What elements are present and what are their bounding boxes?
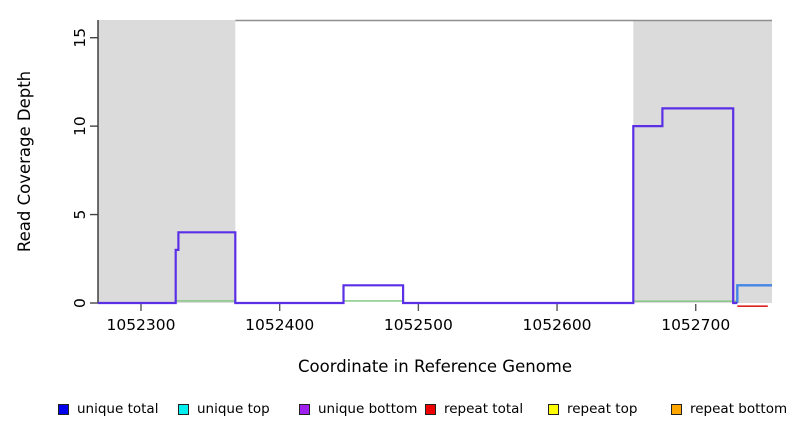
- x-tick-label: 1052600: [523, 316, 592, 334]
- legend-swatch-icon: [299, 403, 310, 415]
- legend-swatch-icon: [548, 403, 559, 415]
- legend-item-repeat-total: repeat total: [425, 399, 523, 419]
- legend-label: unique top: [197, 401, 270, 417]
- x-tick-label: 1052400: [245, 316, 314, 334]
- repeat-region-right: [633, 20, 772, 303]
- legend-swatch-icon: [58, 403, 69, 415]
- y-tick-label: 5: [71, 210, 89, 220]
- legend-item-repeat-top: repeat top: [548, 399, 637, 419]
- x-tick-label: 1052300: [106, 316, 175, 334]
- legend-label: unique bottom: [318, 401, 418, 417]
- y-tick-label: 10: [71, 116, 89, 136]
- legend-item-unique-top: unique top: [178, 399, 270, 419]
- legend: unique total unique top unique bottom repea…: [0, 399, 792, 423]
- repeat-region-left: [98, 20, 236, 303]
- legend-label: repeat total: [444, 401, 524, 417]
- x-tick-label: 1052700: [661, 316, 730, 334]
- legend-swatch-icon: [425, 403, 436, 415]
- x-tick-label: 1052500: [384, 316, 453, 334]
- series-unique-bottom: [98, 107, 738, 305]
- legend-label: unique total: [77, 401, 159, 417]
- x-axis-title: Coordinate in Reference Genome: [298, 357, 572, 376]
- legend-item-unique-bottom: unique bottom: [299, 399, 417, 419]
- legend-label: repeat bottom: [690, 401, 788, 417]
- plot-canvas: 0 5 10 15 1052300 1052400 1052500 1052600 105270…: [15, 19, 772, 376]
- y-axis-title: Read Coverage Depth: [15, 71, 34, 252]
- legend-label: repeat top: [567, 401, 638, 417]
- series-unique-top: [736, 284, 772, 303]
- legend-item-repeat-bottom: repeat bottom: [671, 399, 787, 419]
- y-tick-label: 15: [71, 28, 89, 48]
- legend-swatch-icon: [671, 403, 682, 415]
- legend-swatch-icon: [178, 403, 189, 415]
- legend-item-unique-total: unique total: [58, 399, 158, 419]
- y-tick-label: 0: [71, 298, 89, 308]
